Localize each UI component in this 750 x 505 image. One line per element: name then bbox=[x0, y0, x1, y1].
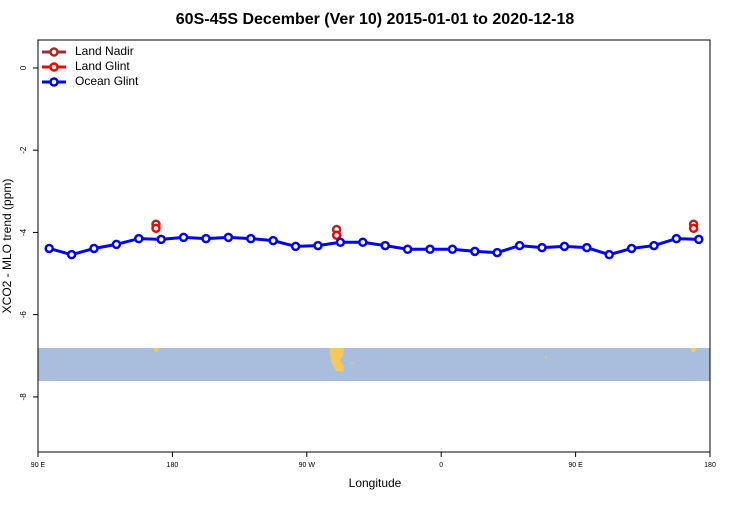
data-point bbox=[134, 233, 144, 244]
x-tick-label: 180 bbox=[704, 462, 716, 469]
data-point bbox=[447, 244, 458, 255]
data-point bbox=[313, 240, 323, 251]
data-point bbox=[688, 223, 699, 234]
y-tick-label: -4 bbox=[19, 228, 28, 236]
data-point bbox=[246, 233, 256, 244]
chart-title: 60S-45S December (Ver 10) 2015-01-01 to … bbox=[176, 11, 575, 28]
data-point bbox=[694, 234, 704, 245]
y-axis-label: XCO2 - MLO trend (ppm) bbox=[0, 179, 14, 314]
x-tick-label: 0 bbox=[439, 462, 443, 469]
legend-label: Ocean Glint bbox=[75, 74, 139, 88]
land bbox=[153, 348, 159, 352]
data-point bbox=[582, 242, 592, 253]
data-point bbox=[111, 239, 122, 250]
data-point bbox=[223, 232, 234, 243]
data-point bbox=[358, 237, 368, 248]
data-point bbox=[402, 244, 413, 255]
data-point bbox=[201, 233, 211, 244]
data-point bbox=[537, 242, 547, 253]
data-point bbox=[514, 240, 525, 251]
legend-marker bbox=[49, 77, 59, 87]
data-point bbox=[470, 246, 480, 257]
map-strip bbox=[38, 348, 710, 381]
land bbox=[545, 356, 547, 358]
y-tick-label: -6 bbox=[19, 311, 28, 319]
land bbox=[351, 362, 353, 364]
ocean-band bbox=[38, 348, 710, 381]
data-point bbox=[178, 232, 189, 243]
plot-frame bbox=[37, 39, 711, 453]
data-point bbox=[331, 230, 342, 241]
legend-marker bbox=[49, 62, 59, 72]
data-point bbox=[44, 243, 54, 254]
legend-marker bbox=[49, 47, 59, 57]
data-point bbox=[671, 233, 682, 244]
y-tick-label: -2 bbox=[19, 146, 28, 154]
data-point bbox=[380, 240, 390, 251]
legend-label: Land Glint bbox=[75, 59, 130, 73]
data-point bbox=[268, 235, 278, 246]
data-point bbox=[604, 249, 614, 260]
data-point bbox=[492, 247, 502, 258]
data-point bbox=[626, 243, 637, 254]
land bbox=[690, 348, 697, 352]
x-tick-label: 90 E bbox=[568, 462, 583, 469]
x-tick-label: 90 E bbox=[31, 462, 46, 469]
data-point bbox=[89, 243, 99, 254]
data-point bbox=[66, 249, 77, 260]
legend-label: Land Nadir bbox=[75, 44, 134, 58]
land bbox=[330, 348, 344, 372]
x-tick-label: 90 W bbox=[299, 462, 316, 469]
data-point bbox=[649, 240, 659, 251]
data-point bbox=[290, 241, 301, 252]
data-point bbox=[425, 244, 435, 255]
data-point bbox=[156, 234, 166, 245]
y-tick-label: 0 bbox=[19, 65, 28, 70]
data-point bbox=[151, 223, 161, 234]
data-point bbox=[559, 241, 570, 252]
y-tick-label: -8 bbox=[19, 393, 28, 401]
x-tick-label: 180 bbox=[167, 462, 179, 469]
data-point bbox=[335, 237, 346, 248]
x-axis-label: Longitude bbox=[349, 476, 402, 490]
